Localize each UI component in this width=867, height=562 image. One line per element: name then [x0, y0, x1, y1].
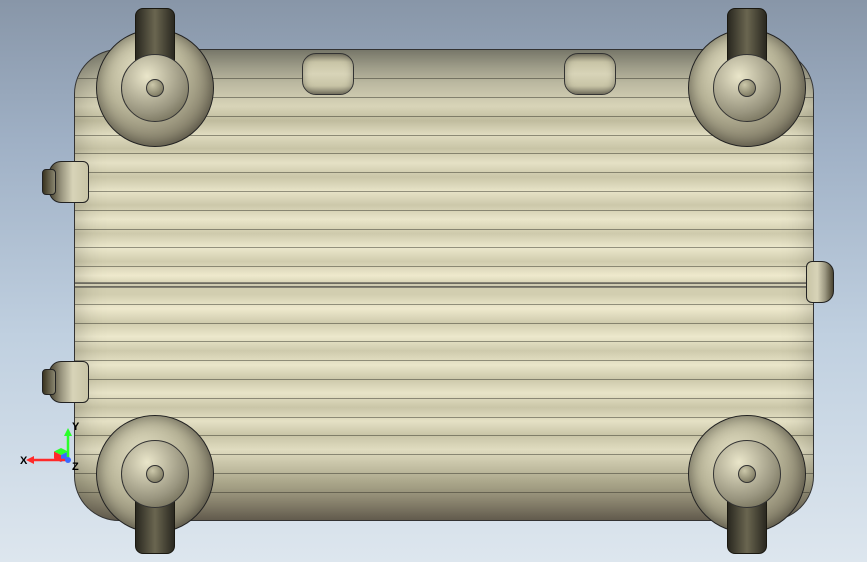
wheel-housing-bottom-right[interactable]: [688, 415, 806, 533]
side-hinge-upper[interactable]: [49, 161, 89, 203]
wheel-axle: [146, 79, 164, 97]
handle-recess-right[interactable]: [564, 53, 616, 95]
wheel-axle: [146, 465, 164, 483]
wheel-axle: [738, 79, 756, 97]
cad-viewport[interactable]: X Y Z: [0, 0, 867, 562]
side-hinge-lower[interactable]: [49, 361, 89, 403]
wheel-housing-top-left[interactable]: [96, 29, 214, 147]
handle-recess-left[interactable]: [302, 53, 354, 95]
wheel-axle: [738, 465, 756, 483]
wheel-housing-bottom-left[interactable]: [96, 415, 214, 533]
model-root[interactable]: [34, 21, 834, 541]
shell-center-seam: [75, 283, 813, 288]
side-latch[interactable]: [806, 261, 834, 303]
axis-x-label: X: [20, 455, 28, 467]
wheel-housing-top-right[interactable]: [688, 29, 806, 147]
origin-cube-icon: [54, 448, 68, 462]
